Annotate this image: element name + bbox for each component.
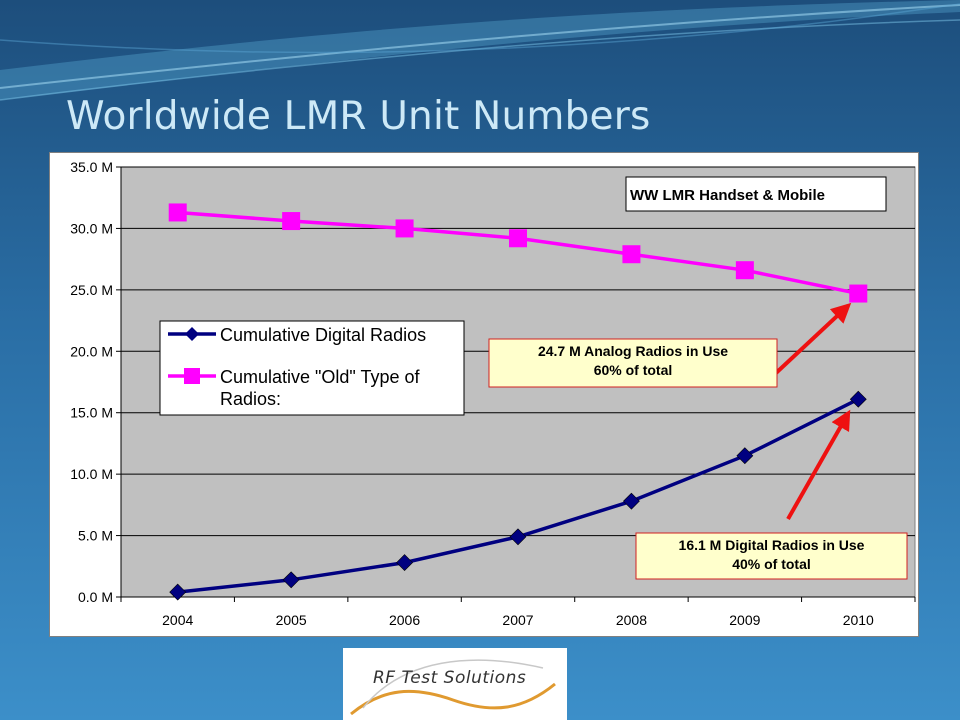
legend-marker-old xyxy=(184,368,200,384)
data-point-old xyxy=(622,245,641,264)
data-point-old xyxy=(849,284,868,303)
y-tick-label: 0.0 M xyxy=(78,589,113,605)
logo-swoosh-icon xyxy=(350,659,556,716)
company-logo: RF Test Solutions xyxy=(343,648,567,720)
logo-text: RF Test Solutions xyxy=(373,668,527,688)
callout-digital-line: 16.1 M Digital Radios in Use xyxy=(679,537,865,553)
callout-digital-line: 40% of total xyxy=(732,556,811,572)
legend-label-old-cont: Radios: xyxy=(220,389,281,409)
legend xyxy=(159,320,465,416)
header-swoosh-decoration xyxy=(0,0,960,101)
x-tick-label: 2004 xyxy=(162,612,193,628)
data-point-digital xyxy=(736,447,754,465)
data-point-old xyxy=(735,261,754,280)
legend-label-old: Cumulative "Old" Type of xyxy=(220,367,421,387)
chart-title-box xyxy=(625,176,887,212)
arrow-to-digital-2010 xyxy=(786,409,851,520)
y-tick-label: 10.0 M xyxy=(70,466,113,482)
data-point-digital xyxy=(169,583,187,601)
x-tick-label: 2010 xyxy=(843,612,874,628)
x-tick-label: 2006 xyxy=(389,612,420,628)
data-point-digital xyxy=(396,554,413,572)
chart-container: 0.0 M 5.0 M 10.0 M 15.0 M 20.0 M 25.0 M 30.0 M… xyxy=(49,152,919,637)
y-tick-label: 35.0 M xyxy=(70,159,113,175)
x-tick-label: 2009 xyxy=(729,612,760,628)
data-point-digital xyxy=(623,492,640,510)
arrow-to-old-2010 xyxy=(774,302,852,375)
x-tick-label: 2008 xyxy=(616,612,647,628)
legend-label-digital: Cumulative Digital Radios xyxy=(220,325,426,345)
callout-analog-box xyxy=(488,338,778,388)
chart-title: WW LMR Handset & Mobile xyxy=(630,187,825,204)
callout-analog-line: 24.7 M Analog Radios in Use xyxy=(538,343,728,359)
y-tick-label: 20.0 M xyxy=(70,343,113,359)
data-point-old xyxy=(168,203,187,222)
data-point-digital xyxy=(849,390,867,408)
x-tick-label: 2007 xyxy=(502,612,533,628)
callout-digital-box xyxy=(635,532,908,580)
data-point-digital xyxy=(509,528,527,546)
line-chart: 0.0 M 5.0 M 10.0 M 15.0 M 20.0 M 25.0 M 30.0 M… xyxy=(70,159,916,628)
y-tick-label: 25.0 M xyxy=(70,282,113,298)
data-point-old xyxy=(282,212,301,231)
y-tick-label: 15.0 M xyxy=(70,405,113,421)
y-tick-label: 5.0 M xyxy=(78,528,113,544)
data-point-digital xyxy=(282,571,300,589)
x-tick-label: 2005 xyxy=(276,612,307,628)
callout-analog-line: 60% of total xyxy=(594,362,673,378)
data-point-old xyxy=(395,219,414,238)
y-tick-label: 30.0 M xyxy=(70,220,113,236)
slide-title: Worldwide LMR Unit Numbers xyxy=(66,94,651,139)
data-point-old xyxy=(509,229,527,248)
legend-marker-digital xyxy=(185,327,199,341)
